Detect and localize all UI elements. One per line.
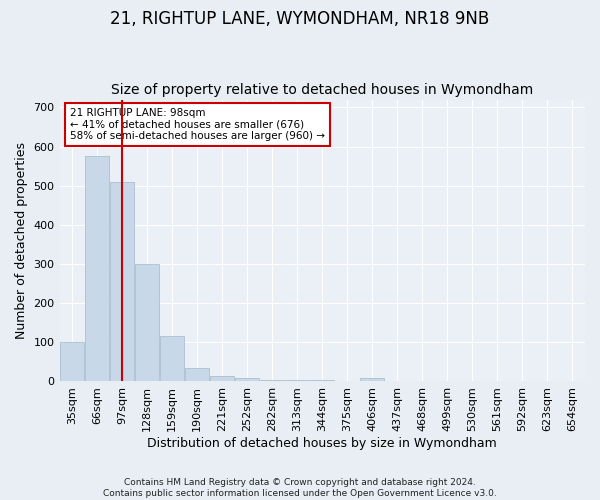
- Text: Contains HM Land Registry data © Crown copyright and database right 2024.
Contai: Contains HM Land Registry data © Crown c…: [103, 478, 497, 498]
- Bar: [135, 264, 159, 382]
- X-axis label: Distribution of detached houses by size in Wymondham: Distribution of detached houses by size …: [148, 437, 497, 450]
- Bar: [185, 368, 209, 382]
- Text: 21 RIGHTUP LANE: 98sqm
← 41% of detached houses are smaller (676)
58% of semi-de: 21 RIGHTUP LANE: 98sqm ← 41% of detached…: [70, 108, 325, 141]
- Bar: [286, 380, 309, 382]
- Bar: [310, 380, 334, 382]
- Bar: [361, 378, 384, 382]
- Bar: [210, 376, 234, 382]
- Text: 21, RIGHTUP LANE, WYMONDHAM, NR18 9NB: 21, RIGHTUP LANE, WYMONDHAM, NR18 9NB: [110, 10, 490, 28]
- Bar: [110, 182, 134, 382]
- Bar: [260, 380, 284, 382]
- Y-axis label: Number of detached properties: Number of detached properties: [15, 142, 28, 339]
- Bar: [85, 156, 109, 382]
- Bar: [60, 342, 84, 382]
- Title: Size of property relative to detached houses in Wymondham: Size of property relative to detached ho…: [111, 83, 533, 97]
- Bar: [235, 378, 259, 382]
- Bar: [160, 336, 184, 382]
